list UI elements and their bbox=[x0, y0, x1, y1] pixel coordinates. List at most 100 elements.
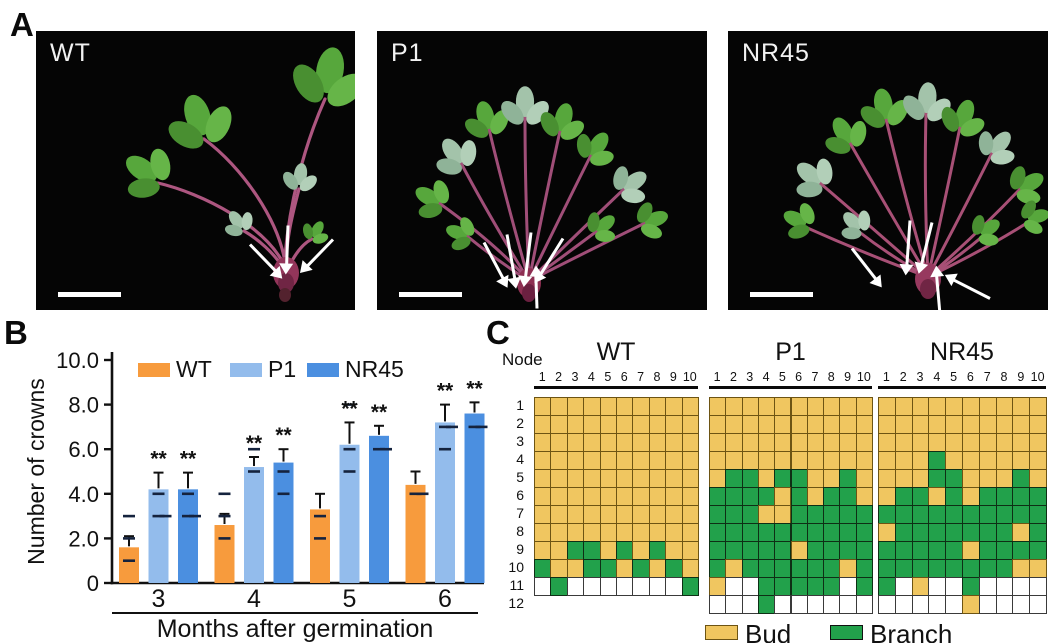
cell-empty bbox=[894, 595, 913, 614]
cell-bud bbox=[878, 415, 896, 434]
cell-bud bbox=[583, 505, 601, 524]
cell-empty bbox=[945, 577, 963, 596]
cell-branch bbox=[928, 505, 947, 524]
cell-bud bbox=[550, 487, 568, 506]
node-row-label: 5 bbox=[516, 469, 524, 486]
cell-bud bbox=[823, 433, 841, 452]
column-number: 6 bbox=[795, 370, 803, 384]
cell-branch bbox=[1029, 505, 1047, 524]
cell-bud bbox=[648, 505, 667, 524]
cell-branch bbox=[534, 559, 552, 578]
cell-bud bbox=[790, 451, 808, 470]
branch-label: Branch bbox=[870, 619, 953, 643]
cell-bud bbox=[725, 397, 743, 416]
column-number: 2 bbox=[899, 370, 907, 384]
cell-branch bbox=[978, 523, 997, 542]
cell-bud bbox=[757, 433, 776, 452]
cell-bud bbox=[665, 415, 683, 434]
column-number: 8 bbox=[827, 370, 835, 384]
legend-label-NR45: NR45 bbox=[345, 356, 404, 382]
cell-branch bbox=[790, 577, 808, 596]
bar-NR45-month-6 bbox=[464, 413, 485, 583]
cell-empty bbox=[978, 595, 997, 614]
bar-NR45-month-4 bbox=[273, 462, 294, 583]
cell-empty bbox=[534, 577, 552, 596]
cell-empty bbox=[839, 595, 857, 614]
column-number: 4 bbox=[762, 370, 770, 384]
cell-bud bbox=[566, 451, 585, 470]
cell-empty bbox=[995, 595, 1014, 614]
group-title-WT: WT bbox=[596, 338, 636, 366]
cell-bud bbox=[894, 433, 913, 452]
cell-branch bbox=[790, 559, 808, 578]
cell-bud bbox=[855, 397, 873, 416]
cell-bud bbox=[757, 505, 776, 524]
cell-bud bbox=[583, 523, 601, 542]
cell-branch bbox=[894, 523, 913, 542]
cell-bud bbox=[632, 505, 650, 524]
cell-bud bbox=[1029, 397, 1047, 416]
cell-bud bbox=[566, 469, 585, 488]
grid-axis-line bbox=[709, 386, 872, 389]
cell-branch bbox=[823, 541, 841, 560]
crown-count-chart: 0 2.0 4.0 6.0 8.0 10.0 Number of crowns ** ** ** *… bbox=[23, 348, 488, 643]
cell-bud bbox=[839, 433, 857, 452]
node-row-label: 1 bbox=[516, 397, 524, 414]
cell-branch bbox=[741, 505, 759, 524]
cell-bud bbox=[741, 397, 759, 416]
cell-bud bbox=[599, 523, 617, 542]
cell-bud bbox=[648, 451, 667, 470]
cell-bud bbox=[599, 487, 617, 506]
cell-branch bbox=[757, 577, 776, 596]
cell-bud bbox=[665, 487, 683, 506]
cell-bud bbox=[774, 415, 792, 434]
cell-bud bbox=[855, 451, 873, 470]
cell-bud bbox=[550, 505, 568, 524]
cell-empty bbox=[1012, 577, 1031, 596]
cell-bud bbox=[962, 397, 980, 416]
cell-bud bbox=[681, 523, 699, 542]
cell-bud bbox=[806, 469, 825, 488]
cell-branch bbox=[911, 559, 930, 578]
cell-branch bbox=[978, 487, 997, 506]
bar-P1-month-4 bbox=[244, 467, 264, 583]
bar-NR45-month-3 bbox=[178, 489, 198, 583]
cell-bud bbox=[757, 415, 776, 434]
cell-bud bbox=[681, 451, 699, 470]
cell-branch bbox=[978, 505, 997, 524]
cell-bud bbox=[616, 433, 634, 452]
cell-branch bbox=[855, 505, 873, 524]
cell-bud bbox=[806, 487, 825, 506]
node-row-label: 4 bbox=[516, 451, 524, 468]
cell-branch bbox=[566, 541, 585, 560]
bud-label: Bud bbox=[745, 619, 792, 643]
cell-branch bbox=[878, 577, 896, 596]
cell-bud bbox=[911, 451, 930, 470]
cell-bud bbox=[1029, 451, 1047, 470]
cell-branch bbox=[757, 559, 776, 578]
cell-bud bbox=[616, 523, 634, 542]
column-number: 4 bbox=[587, 370, 595, 384]
cell-bud bbox=[962, 433, 980, 452]
cell-branch bbox=[709, 505, 727, 524]
cell-bud bbox=[757, 469, 776, 488]
cell-bud bbox=[632, 415, 650, 434]
column-number: 8 bbox=[653, 370, 661, 384]
cell-branch bbox=[962, 559, 980, 578]
cell-bud bbox=[550, 415, 568, 434]
cell-bud bbox=[550, 433, 568, 452]
cell-bud bbox=[599, 415, 617, 434]
node-row-label: 6 bbox=[516, 487, 524, 504]
cell-bud bbox=[534, 469, 552, 488]
cell-branch bbox=[878, 559, 896, 578]
group-title-NR45: NR45 bbox=[930, 338, 994, 366]
cell-branch bbox=[894, 487, 913, 506]
node-axis-label: Node bbox=[502, 350, 543, 369]
cell-bud bbox=[599, 505, 617, 524]
cell-branch bbox=[855, 523, 873, 542]
cell-bud bbox=[774, 397, 792, 416]
cell-branch bbox=[1012, 469, 1031, 488]
cell-bud bbox=[878, 451, 896, 470]
cell-branch bbox=[839, 541, 857, 560]
cell-branch bbox=[962, 523, 980, 542]
